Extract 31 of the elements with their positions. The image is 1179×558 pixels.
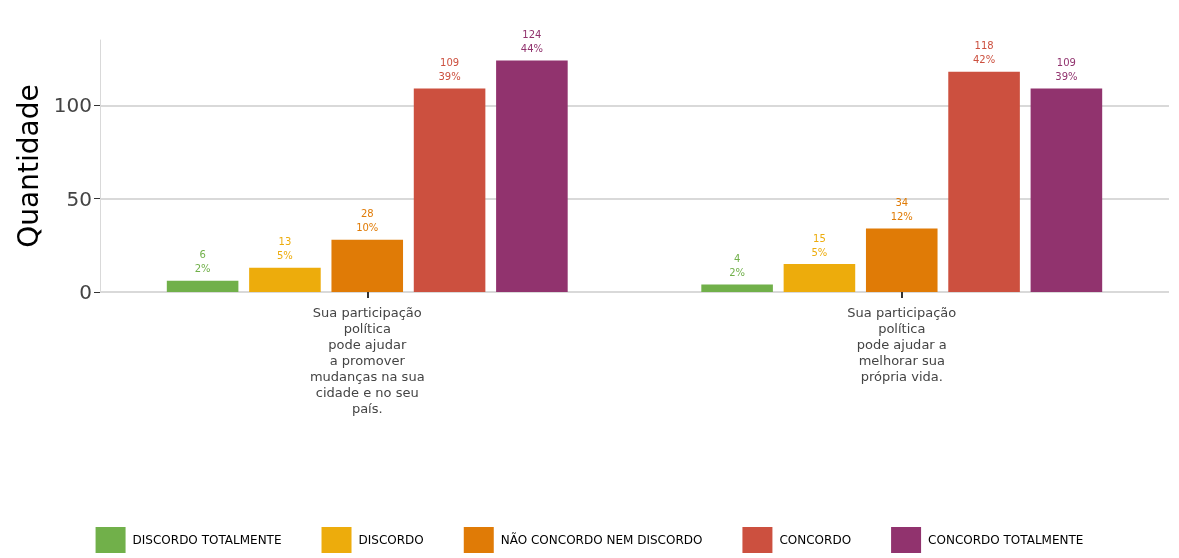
data-label: 4 2% xyxy=(729,253,746,279)
data-label: 34 12% xyxy=(890,197,913,223)
y-tick-label: 0 xyxy=(79,280,92,304)
bar xyxy=(249,267,321,292)
legend-label: DISCORDO xyxy=(358,533,424,547)
y-tick-label: 100 xyxy=(53,93,92,118)
bar xyxy=(331,239,404,292)
bar xyxy=(701,284,773,292)
y-tick-label: 50 xyxy=(66,186,92,211)
data-label: 28 10% xyxy=(356,208,379,234)
data-label: 109 39% xyxy=(1055,57,1078,83)
legend-label: CONCORDO TOTALMENTE xyxy=(928,533,1084,547)
data-label: 109 39% xyxy=(438,57,461,83)
x-tick-label: Sua participação política pode ajudar a promover mudanças na sua cidade e no seu país. xyxy=(309,304,425,416)
bar xyxy=(166,280,239,292)
bar xyxy=(1030,88,1103,292)
legend-label: CONCORDO xyxy=(779,533,852,547)
data-label: 124 44% xyxy=(520,29,544,55)
y-axis-title: Quantidade xyxy=(12,84,46,248)
legend-label: DISCORDO TOTALMENTE xyxy=(132,533,282,547)
bar xyxy=(783,264,856,292)
bar xyxy=(413,88,486,292)
data-label: 118 42% xyxy=(972,40,996,66)
x-tick-label: Sua participação política pode ajudar a melhorar sua própria vida. xyxy=(847,304,957,384)
bar xyxy=(496,60,568,292)
data-label: 15 5% xyxy=(811,232,828,258)
bar xyxy=(865,228,938,292)
legend-label: NÃO CONCORDO NEM DISCORDO xyxy=(500,532,703,547)
data-label: 6 2% xyxy=(194,249,211,275)
data-label: 13 5% xyxy=(276,236,293,262)
bar xyxy=(948,71,1020,292)
